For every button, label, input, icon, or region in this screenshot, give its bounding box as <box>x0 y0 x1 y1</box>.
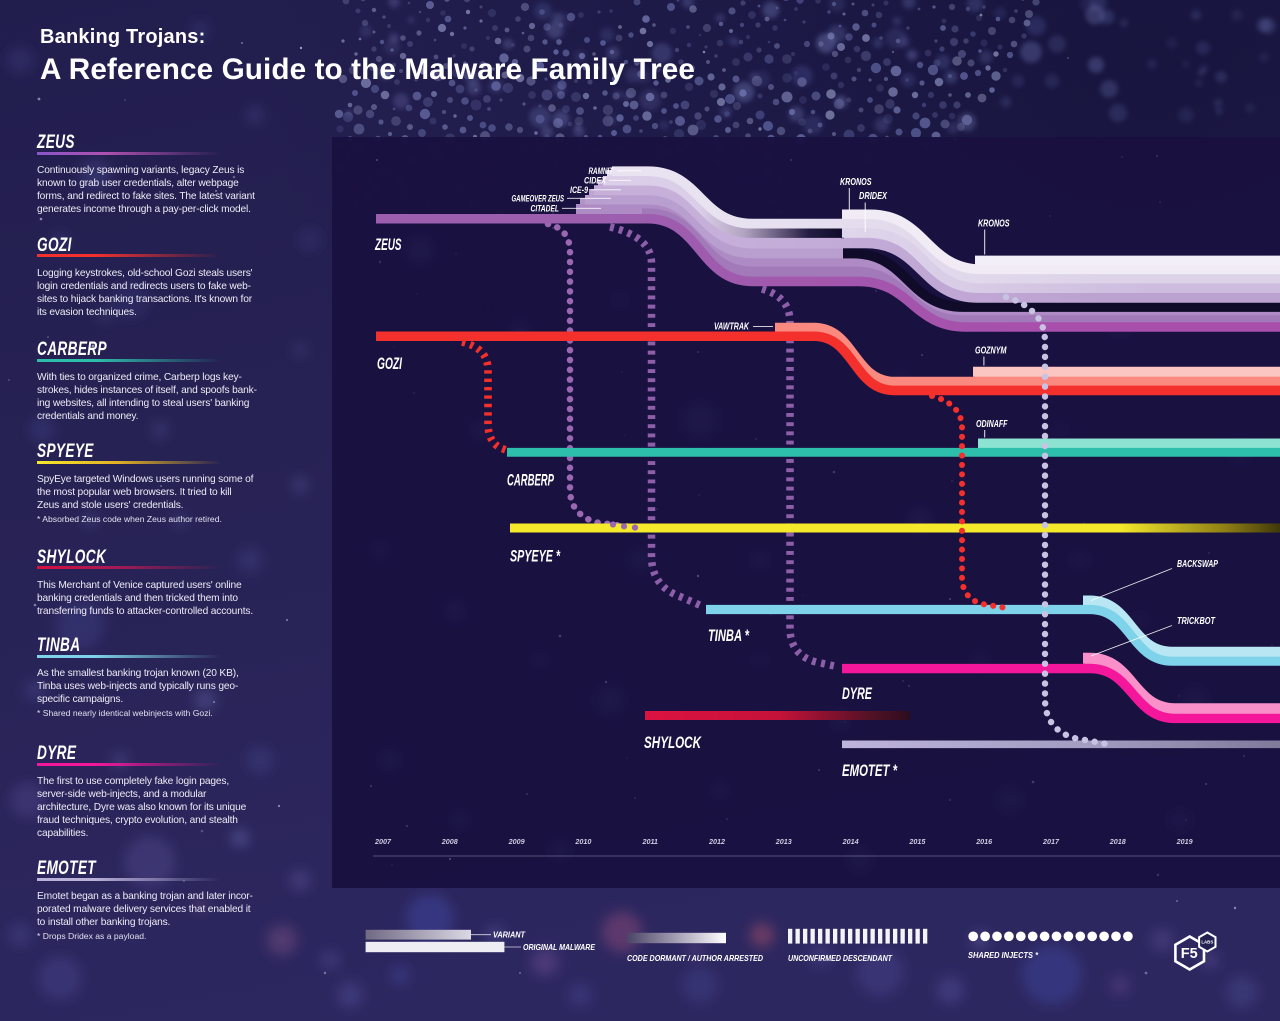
svg-text:DYRE: DYRE <box>842 685 873 703</box>
svg-text:KRONOS: KRONOS <box>840 177 872 188</box>
svg-text:ODINAFF: ODINAFF <box>976 419 1008 430</box>
svg-text:GOZNYM: GOZNYM <box>975 346 1007 357</box>
svg-text:UNCONFIRMED DESCENDANT: UNCONFIRMED DESCENDANT <box>788 954 893 963</box>
svg-text:2014: 2014 <box>842 837 859 846</box>
svg-text:CIDEX: CIDEX <box>584 176 607 186</box>
svg-text:CITADEL: CITADEL <box>531 204 560 214</box>
svg-text:BACKSWAP: BACKSWAP <box>1177 559 1218 570</box>
svg-text:2007: 2007 <box>374 837 392 846</box>
svg-text:GOZI: GOZI <box>377 355 402 373</box>
svg-text:2008: 2008 <box>441 837 458 846</box>
svg-text:GAMEOVER ZEUS: GAMEOVER ZEUS <box>512 194 565 204</box>
svg-text:2018: 2018 <box>1109 837 1126 846</box>
svg-text:2013: 2013 <box>775 837 792 846</box>
svg-text:VAWTRAK: VAWTRAK <box>714 322 750 333</box>
svg-text:2012: 2012 <box>708 837 725 846</box>
svg-text:F5: F5 <box>1181 946 1198 962</box>
svg-text:ICE-9: ICE-9 <box>570 185 589 195</box>
svg-text:SPYEYE *: SPYEYE * <box>510 548 561 566</box>
svg-text:EMOTET *: EMOTET * <box>842 762 898 780</box>
svg-text:2010: 2010 <box>574 837 591 846</box>
svg-text:TINBA *: TINBA * <box>708 627 750 645</box>
svg-text:TRICKBOT: TRICKBOT <box>1177 616 1216 627</box>
svg-text:ORIGINAL MALWARE: ORIGINAL MALWARE <box>523 943 595 952</box>
svg-text:2019: 2019 <box>1176 837 1193 846</box>
svg-text:2011: 2011 <box>641 837 657 846</box>
svg-text:SHYLOCK: SHYLOCK <box>644 734 702 752</box>
svg-text:SHARED INJECTS *: SHARED INJECTS * <box>968 951 1039 960</box>
svg-text:DRIDEX: DRIDEX <box>859 191 888 202</box>
svg-text:VARIANT: VARIANT <box>493 931 526 940</box>
svg-text:RAMNIT: RAMNIT <box>589 166 614 176</box>
svg-text:2015: 2015 <box>908 837 926 846</box>
svg-text:2009: 2009 <box>508 837 525 846</box>
svg-text:KRONOS: KRONOS <box>978 219 1010 230</box>
svg-text:CARBERP: CARBERP <box>507 472 555 490</box>
svg-text:CODE DORMANT / AUTHOR ARRESTED: CODE DORMANT / AUTHOR ARRESTED <box>627 954 763 963</box>
svg-text:2017: 2017 <box>1042 837 1060 846</box>
svg-text:LABS: LABS <box>1201 940 1213 945</box>
svg-text:2016: 2016 <box>975 837 993 846</box>
svg-text:ZEUS: ZEUS <box>374 236 401 254</box>
